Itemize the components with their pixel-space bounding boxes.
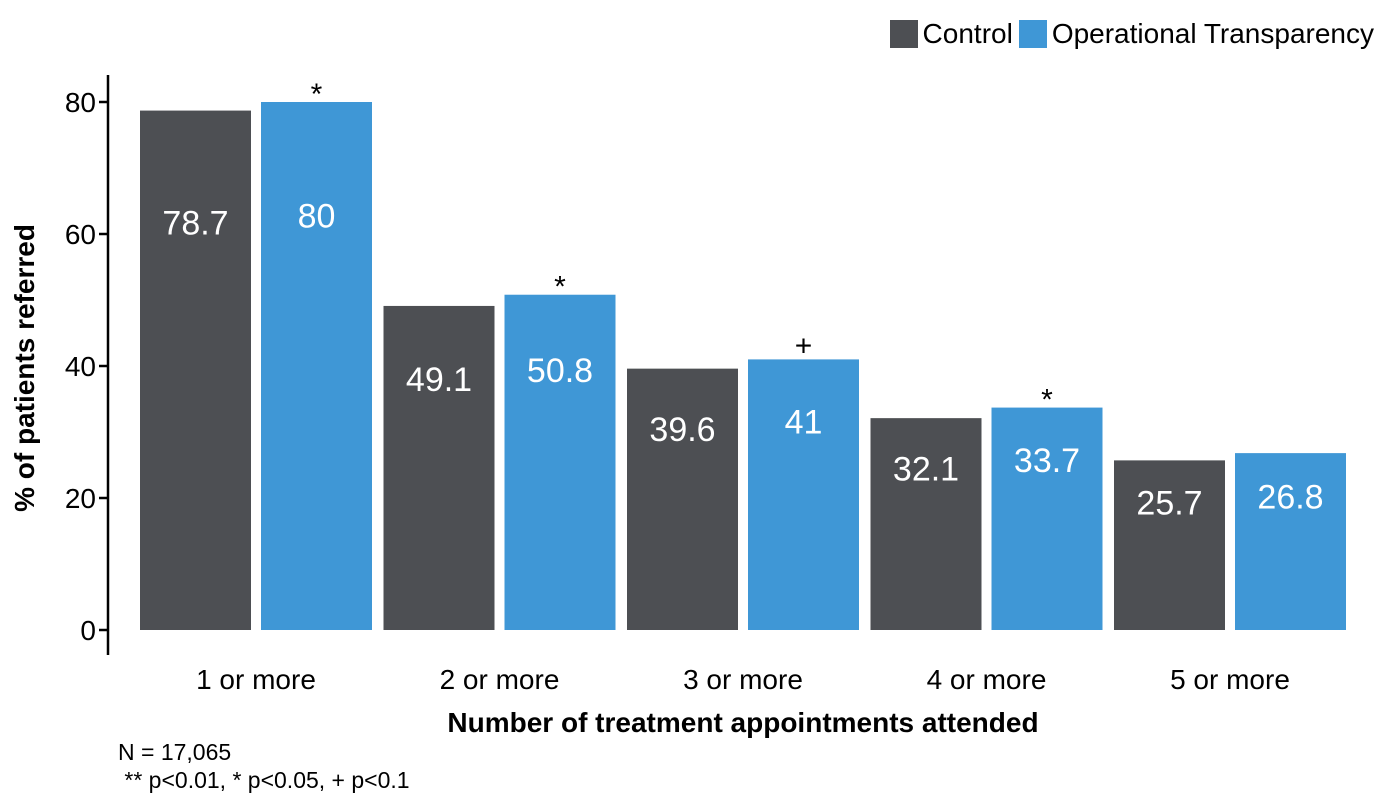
x-tick-label-2: 2 or more <box>440 664 560 695</box>
bar-operational-transparency-5 <box>1235 453 1346 630</box>
y-tick-label-80: 80 <box>65 87 96 118</box>
x-tick-label-3: 3 or more <box>683 664 803 695</box>
y-tick-label-20: 20 <box>65 483 96 514</box>
significance-marker-1: * <box>311 78 323 111</box>
bar-control-3 <box>627 368 738 630</box>
bars: 78.7 80 * 1 or more 49.1 50.8 * 2 or more 39.6 41… <box>140 78 1346 695</box>
significance-marker-4: * <box>1041 384 1053 417</box>
x-tick-label-1: 1 or more <box>196 664 316 695</box>
significance-marker-3: + <box>795 329 813 362</box>
data-label-operational-transparency-1: 80 <box>298 198 336 236</box>
bar-operational-transparency-4 <box>991 407 1103 630</box>
bar-control-4 <box>870 418 982 630</box>
bar-operational-transparency-2 <box>504 294 616 630</box>
data-label-operational-transparency-4: 33.7 <box>1014 442 1080 480</box>
legend-label-operational-transparency: Operational Transparency <box>1051 18 1374 49</box>
y-tick-label-60: 60 <box>65 219 96 250</box>
sample-size-note: N = 17,065 <box>118 739 232 765</box>
legend: Control Operational Transparency <box>884 18 1374 50</box>
notes: N = 17,065 ** p<0.01, * p<0.05, + p<0.1 <box>118 738 410 794</box>
legend-swatch-operational-transparency <box>1018 20 1047 48</box>
x-axis-label: Number of treatment appointments attende… <box>447 707 1038 738</box>
data-label-operational-transparency-2: 50.8 <box>527 352 593 390</box>
data-label-operational-transparency-3: 41 <box>785 404 823 442</box>
data-label-operational-transparency-5: 26.8 <box>1257 478 1323 516</box>
bar-control-5 <box>1114 460 1225 630</box>
legend-label-control: Control <box>922 18 1013 49</box>
bar-control-1 <box>140 110 251 630</box>
axes: 0 20 40 60 80 <box>65 75 110 655</box>
legend-item-operational-transparency: Operational Transparency <box>1018 18 1374 50</box>
bar-operational-transparency-1 <box>261 102 372 630</box>
data-label-control-2: 49.1 <box>406 361 472 399</box>
x-tick-label-4: 4 or more <box>927 664 1047 695</box>
bar-operational-transparency-3 <box>748 359 859 630</box>
y-axis-label: % of patients referred <box>9 224 40 512</box>
y-tick-label-40: 40 <box>65 351 96 382</box>
x-tick-label-5: 5 or more <box>1170 664 1290 695</box>
y-tick-label-0: 0 <box>80 615 96 646</box>
data-label-control-1: 78.7 <box>162 204 228 242</box>
legend-swatch-control <box>889 20 918 48</box>
significance-note: ** p<0.01, * p<0.05, + p<0.1 <box>118 767 410 793</box>
data-label-control-4: 32.1 <box>893 451 959 489</box>
data-label-control-5: 25.7 <box>1136 484 1202 522</box>
bar-control-2 <box>383 305 495 630</box>
data-label-control-3: 39.6 <box>649 411 715 449</box>
legend-item-control: Control <box>889 18 1013 50</box>
significance-marker-2: * <box>554 271 566 304</box>
